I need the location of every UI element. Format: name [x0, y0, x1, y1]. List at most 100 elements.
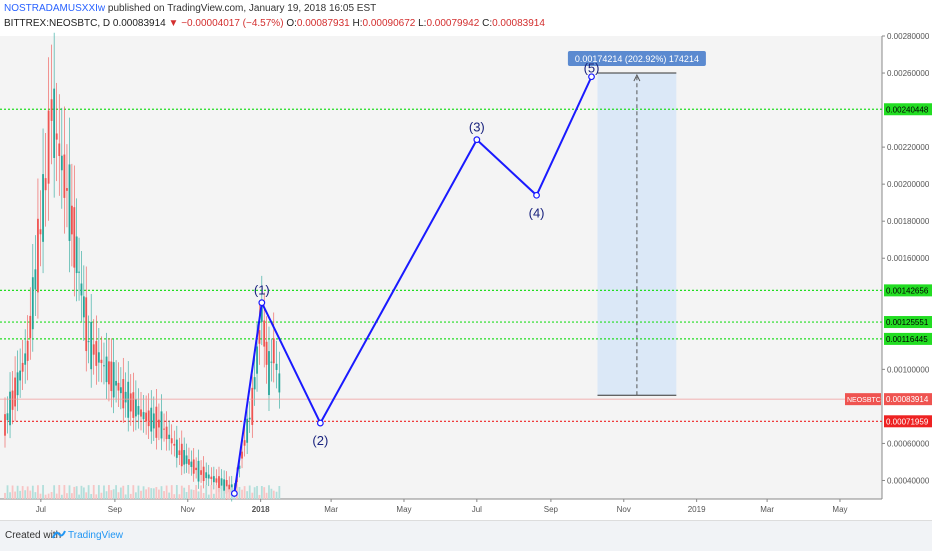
wave-point[interactable] [473, 136, 481, 144]
candle-body [152, 413, 155, 429]
candle-body [70, 205, 73, 235]
level-tag-bg [884, 103, 932, 116]
volume-bar [185, 491, 188, 499]
volume-bar [150, 488, 153, 499]
volume-bar [132, 485, 135, 499]
wave-point[interactable] [533, 191, 540, 199]
volume-bar [58, 485, 61, 499]
candle-body [275, 363, 278, 370]
candle-body [207, 474, 210, 479]
projection-label: 0.00174214 (202.92%) 174214 [575, 54, 699, 64]
candle-body [251, 387, 254, 425]
symbol-tag-label: NEOSBTC [847, 397, 881, 404]
volume-bar [85, 492, 88, 499]
symbol-tag-bg [845, 393, 881, 406]
price-chart[interactable]: 0.00280000 0.00260000 0.00220000 0.00200000… [0, 0, 932, 520]
volume-bar [188, 485, 190, 499]
chart-header: NOSTRADAMUSXXIw published on TradingView… [4, 3, 376, 14]
candle-body [50, 99, 53, 121]
candle-body [246, 418, 249, 443]
candle-body [92, 344, 95, 355]
volume-bar [190, 489, 193, 499]
candle-body [132, 392, 135, 418]
candle-body [75, 236, 78, 274]
y-tick-label: 0.00040000 [887, 476, 930, 485]
volume-bar [53, 485, 56, 499]
volume-bar [192, 489, 195, 499]
level-tag-bg [884, 316, 932, 329]
candle-body [155, 406, 158, 438]
volume-bar [195, 485, 198, 499]
volume-bar [92, 485, 95, 499]
wave-point[interactable] [588, 73, 595, 81]
volume-bar [147, 487, 150, 499]
volume-bar [11, 485, 14, 499]
candle-body [212, 476, 215, 483]
author-link[interactable]: NOSTRADAMUSXXIw [4, 3, 106, 14]
volume-bar [263, 487, 266, 499]
volume-bar [63, 485, 66, 499]
volume-bar [39, 493, 42, 499]
volume-bar [200, 485, 202, 499]
candle-body [165, 426, 168, 440]
wave-point[interactable] [258, 299, 266, 307]
candle-body [228, 484, 231, 493]
volume-bar [78, 494, 80, 499]
open-label: O: [286, 18, 297, 29]
volume-bar [110, 490, 113, 499]
candle-body [78, 271, 80, 273]
y-tick-label: 0.00060000 [887, 439, 930, 448]
candle-body [145, 412, 148, 422]
tradingview-brand[interactable]: TradingView [68, 530, 124, 541]
current-price-tag-bg [884, 393, 932, 406]
candle-body [105, 356, 108, 383]
volume-bar [112, 489, 115, 499]
projection-label-bg [567, 51, 706, 67]
wave-label: (1) [254, 283, 270, 298]
volume-bar [270, 488, 273, 499]
wave-path[interactable] [233, 76, 593, 494]
y-tick-label: 0.00220000 [887, 143, 930, 152]
wave-label: (2) [312, 433, 328, 448]
candle-body [60, 155, 63, 171]
level-tag-label: 0.00116445 [886, 335, 928, 344]
candle-body [119, 387, 122, 394]
low-value: 0.00079942 [426, 18, 480, 29]
candle-body [58, 143, 61, 157]
candle-body [90, 321, 93, 370]
volume-bar [70, 493, 73, 499]
volume-bar [129, 493, 132, 499]
volume-bar [100, 492, 103, 499]
volume-bar [103, 485, 105, 499]
candle-body [200, 470, 202, 475]
symbol-name: BITTREX:NEOSBTC, D [4, 18, 111, 29]
volume-bar [95, 494, 98, 499]
candle-body [241, 451, 243, 459]
candle-body [205, 472, 208, 479]
candle-body [158, 419, 160, 428]
volume-bar [180, 485, 183, 499]
volume-bar [117, 492, 120, 499]
volume-bar [223, 490, 226, 499]
candle-body [278, 373, 281, 393]
candle-body [68, 164, 71, 241]
candle-body [202, 466, 205, 482]
candle-body [95, 341, 98, 366]
volume-bar [16, 485, 19, 499]
volume-bar [97, 485, 100, 499]
volume-bar [218, 492, 220, 499]
high-label: H: [352, 18, 363, 29]
candle-body [220, 478, 223, 489]
wave-point[interactable] [316, 419, 324, 427]
x-tick-label: Sep [544, 505, 559, 514]
candle-body [129, 393, 132, 412]
candle-body [19, 370, 22, 381]
volume-bar [152, 488, 155, 499]
volume-bar [119, 487, 122, 499]
volume-bar [105, 491, 108, 499]
candle-body [80, 283, 83, 296]
candle-body [258, 330, 261, 344]
candle-body [73, 207, 76, 268]
wave-point[interactable] [230, 490, 238, 497]
candle-body [272, 338, 275, 364]
